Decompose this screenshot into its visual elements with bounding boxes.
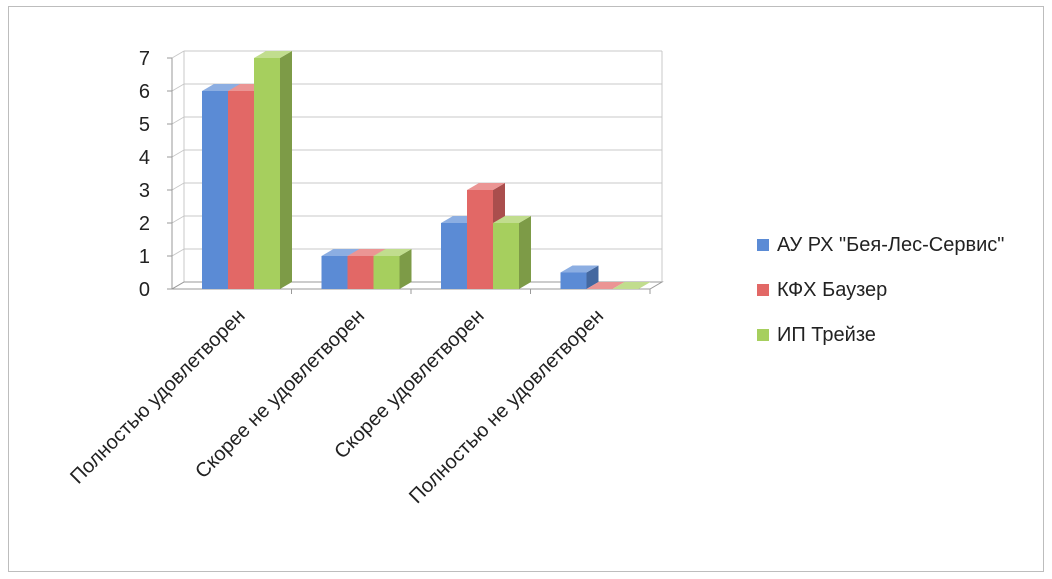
- bar-top: [373, 249, 412, 256]
- bar: [347, 256, 374, 289]
- legend-label: АУ РХ "Бея-Лес-Сервис": [777, 234, 1004, 256]
- bar-side: [586, 265, 599, 289]
- y-tick-label: 7: [139, 48, 150, 70]
- bar-top: [202, 84, 240, 91]
- bar: [441, 223, 467, 289]
- gridline-side: [171, 83, 185, 92]
- bar-side: [280, 51, 292, 289]
- chart-frame: 0 1 2 3 4 5 6 7 Полностью удовлетворен Скорее не …: [8, 6, 1044, 572]
- bar-side: [399, 249, 412, 289]
- legend-swatch: [757, 329, 769, 341]
- bar: [493, 223, 519, 289]
- bar-side: [519, 216, 531, 289]
- legend-swatch: [757, 239, 769, 251]
- bar-top: [321, 249, 360, 256]
- bar-top: [493, 216, 531, 223]
- bar-top: [586, 282, 625, 289]
- y-tick-label: 3: [139, 180, 150, 202]
- bar: [254, 58, 280, 289]
- gridline-side: [171, 248, 185, 257]
- bar: [321, 256, 348, 289]
- bar-top: [612, 282, 651, 289]
- x-category-label: Полностью не удовлетворен: [405, 305, 608, 508]
- bar-top: [560, 265, 599, 273]
- bar-top: [467, 183, 505, 190]
- y-tick-label: 0: [139, 279, 150, 301]
- bar-top: [347, 249, 386, 256]
- gridline-side: [171, 182, 185, 191]
- bar: [228, 91, 254, 289]
- y-tick-label: 6: [139, 81, 150, 103]
- y-tick-label: 4: [139, 147, 150, 169]
- legend-label: КФХ Баузер: [777, 279, 887, 301]
- y-tick-label: 1: [139, 246, 150, 268]
- gridline-side: [171, 116, 185, 125]
- y-tick-label: 2: [139, 213, 150, 235]
- legend-label: ИП Трейзе: [777, 324, 876, 346]
- y-tick-label: 5: [139, 114, 150, 136]
- legend-swatch: [757, 284, 769, 296]
- gridline-side: [171, 215, 185, 224]
- bar: [373, 256, 400, 289]
- gridline-side: [171, 149, 185, 158]
- bar: [202, 91, 228, 289]
- gridline-side: [171, 50, 185, 59]
- bar: [467, 190, 493, 289]
- bar: [560, 272, 587, 289]
- bar-top: [254, 51, 292, 58]
